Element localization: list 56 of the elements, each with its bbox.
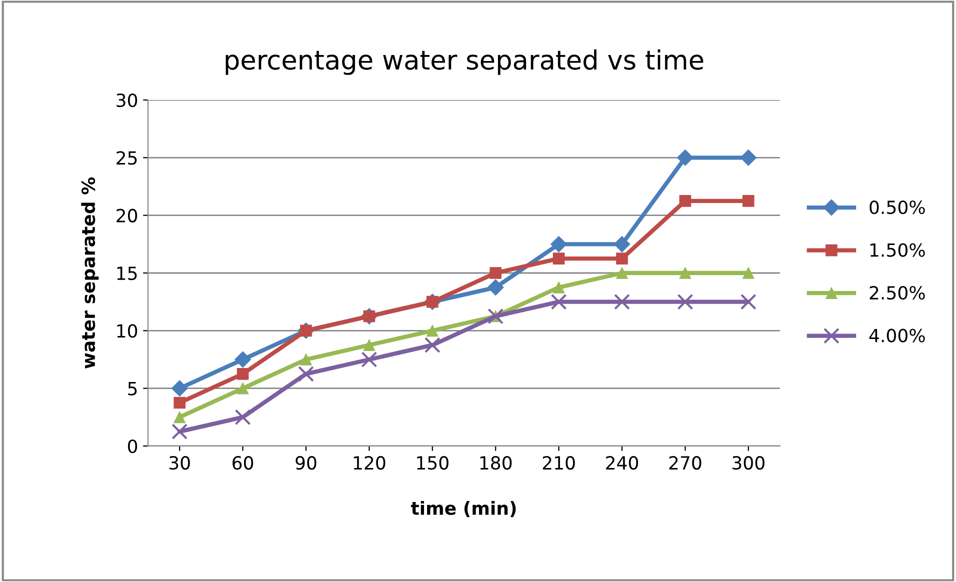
x-tick-label: 180: [480, 456, 512, 470]
point: [740, 149, 757, 166]
x-tick-label: 150: [417, 456, 448, 470]
y-tick-label: 10: [117, 324, 138, 338]
x-tick-label: 60: [232, 456, 254, 470]
x-tick-label: 240: [606, 456, 638, 470]
x-axis-title: time (min): [410, 500, 516, 518]
point: [740, 294, 756, 310]
point: [174, 411, 186, 424]
x-tick-label: 120: [354, 456, 386, 470]
y-tick-label: 20: [116, 208, 138, 222]
legend-label: 4.00%: [869, 328, 925, 342]
x-tick-label: 30: [169, 456, 190, 470]
point: [676, 149, 694, 166]
point: [234, 409, 251, 426]
point: [236, 368, 249, 380]
y-tick-label: 5: [128, 382, 137, 396]
point: [490, 267, 502, 279]
x-tick-label: 90: [296, 456, 316, 470]
point: [679, 195, 692, 207]
y-tick-label: 30: [116, 93, 138, 108]
point: [363, 339, 376, 351]
point: [300, 354, 312, 366]
point: [552, 252, 565, 264]
x-tick-label: 300: [732, 456, 764, 470]
point: [679, 267, 692, 279]
chart-title: percentage water separated vs time: [226, 49, 704, 75]
point: [361, 352, 378, 368]
legend-label: 1.50%: [870, 243, 925, 257]
point: [424, 337, 440, 354]
y-tick-label: 15: [117, 266, 137, 280]
legend-label: 2.50%: [870, 286, 925, 300]
point: [550, 236, 568, 252]
point: [487, 279, 504, 296]
point: [298, 366, 314, 382]
point: [426, 324, 438, 337]
point: [171, 380, 188, 397]
point: [172, 424, 188, 440]
point: [174, 396, 186, 409]
point: [614, 294, 630, 310]
point: [234, 351, 252, 368]
point: [742, 267, 754, 279]
point: [550, 294, 567, 310]
point: [677, 294, 694, 310]
y-tick-label: 0: [128, 439, 138, 454]
x-tick-label: 270: [669, 456, 702, 470]
y-tick-label: 25: [116, 151, 137, 165]
point: [616, 267, 628, 279]
point: [616, 252, 628, 264]
y-axis-title: water separated %: [81, 177, 99, 369]
x-tick-label: 210: [542, 456, 575, 470]
point: [742, 195, 754, 207]
point: [552, 282, 565, 294]
point: [614, 236, 630, 252]
legend-label: 0.50%: [870, 200, 925, 214]
point: [236, 382, 249, 394]
